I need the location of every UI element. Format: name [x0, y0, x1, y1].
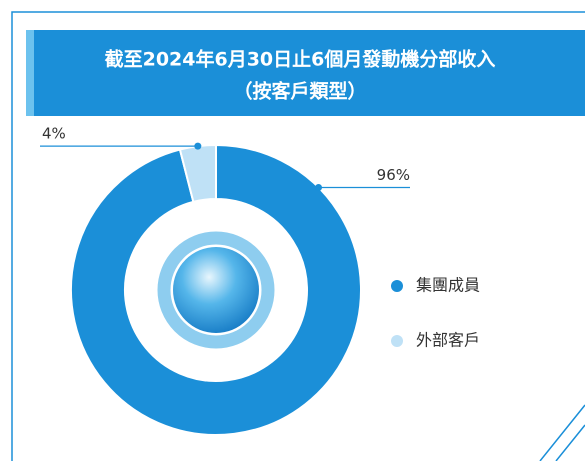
frame	[11, 11, 585, 461]
legend-label: 外部客戶	[416, 331, 480, 350]
center-sphere	[173, 247, 259, 333]
frame-corner	[539, 404, 585, 461]
leader-dot	[194, 142, 202, 150]
banner-edge	[26, 30, 34, 116]
chart-subtitle: （按客戶類型）	[233, 80, 366, 103]
leader-dot	[315, 183, 323, 191]
chart-title: 截至2024年6月30日止6個月發動機分部收入	[105, 48, 496, 71]
value-label: 4%	[42, 125, 66, 143]
value-label: 96%	[377, 166, 410, 184]
inner-ring	[157, 231, 275, 349]
legend-swatch	[391, 335, 403, 347]
donut-slice	[178, 143, 217, 204]
legend-label: 集團成員	[416, 276, 480, 295]
donut-slice	[70, 143, 362, 436]
title-banner	[26, 30, 585, 116]
legend-swatch	[391, 280, 403, 292]
